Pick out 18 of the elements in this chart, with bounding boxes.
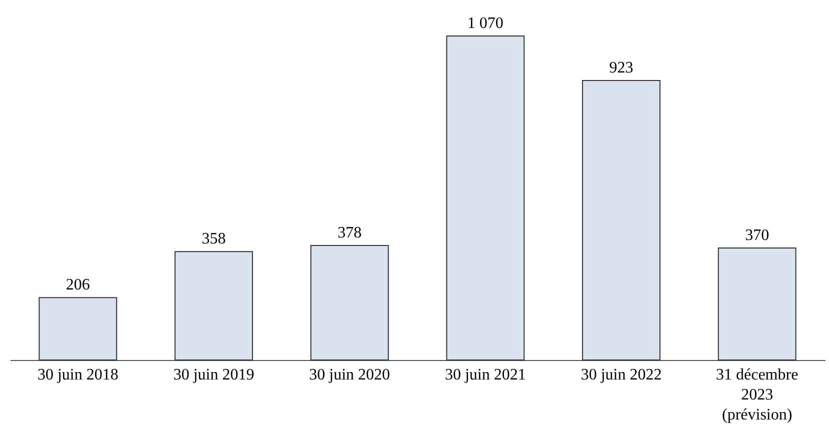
data-label: 358 bbox=[202, 230, 226, 248]
x-tick-label: 30 juin 2020 bbox=[309, 366, 390, 384]
x-tick-label: 30 juin 2021 bbox=[444, 366, 526, 384]
data-label: 1 070 bbox=[467, 15, 504, 32]
bar bbox=[582, 80, 660, 360]
bar bbox=[174, 251, 253, 360]
x-tick-label: 30 juin 2019 bbox=[173, 366, 254, 384]
data-label: 923 bbox=[609, 60, 634, 77]
bar bbox=[38, 297, 118, 360]
data-label: 370 bbox=[745, 226, 770, 244]
x-tick-label: 30 juin 2018 bbox=[37, 366, 118, 384]
bar bbox=[718, 247, 796, 360]
data-label: 378 bbox=[338, 224, 362, 242]
x-tick-label: 31 décembre 2023 (prévision) bbox=[716, 366, 798, 424]
bar bbox=[446, 36, 525, 360]
bar bbox=[310, 245, 389, 360]
x-tick-label: 30 juin 2022 bbox=[580, 366, 662, 384]
data-label: 206 bbox=[66, 276, 90, 294]
